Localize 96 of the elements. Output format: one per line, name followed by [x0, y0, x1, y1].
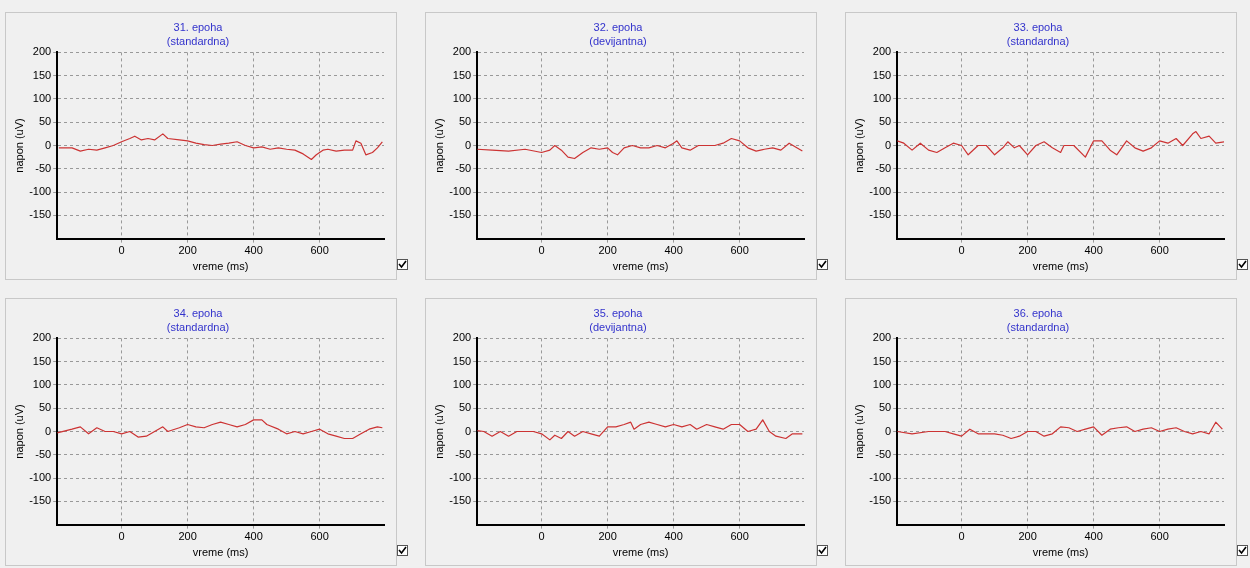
y-tick-label: 50	[458, 115, 472, 128]
y-tick-label: 100	[872, 91, 892, 104]
y-tick-label: 50	[458, 401, 472, 414]
x-tick-label: 600	[310, 530, 329, 543]
x-tick-label: 200	[178, 244, 197, 257]
y-tick-label: 150	[452, 354, 472, 367]
y-tick-label: 200	[872, 45, 892, 58]
y-tick-label: 100	[452, 377, 472, 390]
y-tick-label: -100	[869, 185, 892, 198]
y-tick-label: 50	[38, 115, 52, 128]
y-tick-label: 0	[45, 138, 52, 151]
x-tick-label: 600	[310, 244, 329, 257]
chart-subtitle: (standardna)	[1006, 320, 1070, 333]
y-tick-label: 200	[872, 331, 892, 344]
y-tick-label: -150	[29, 494, 52, 507]
chart-subtitle: (devijantna)	[589, 320, 647, 333]
y-tick-label: 100	[32, 377, 52, 390]
x-tick-label: 400	[664, 530, 683, 543]
y-tick-label: 200	[452, 331, 472, 344]
y-tick-label: 100	[32, 91, 52, 104]
y-axis-title: napon (uV)	[852, 404, 865, 459]
chart-title: 31. epoha	[173, 20, 224, 33]
chart-title: 36. epoha	[1013, 306, 1064, 319]
x-tick-label: 0	[958, 244, 965, 257]
y-tick-label: -150	[869, 494, 892, 507]
y-tick-label: -150	[869, 208, 892, 221]
y-tick-label: -100	[869, 471, 892, 484]
y-tick-label: 150	[872, 68, 892, 81]
y-tick-label: 50	[878, 115, 892, 128]
y-tick-label: 200	[32, 331, 52, 344]
y-tick-label: -50	[875, 161, 892, 174]
y-tick-label: -100	[29, 471, 52, 484]
y-tick-label: -100	[449, 185, 472, 198]
chart-title: 33. epoha	[1013, 20, 1064, 33]
y-tick-label: -50	[875, 447, 892, 460]
x-axis-title: vreme (ms)	[1032, 546, 1089, 559]
x-tick-label: 200	[1018, 244, 1037, 257]
x-axis-title: vreme (ms)	[612, 546, 669, 559]
chart-title: 32. epoha	[593, 20, 644, 33]
x-tick-label: 400	[1084, 244, 1103, 257]
x-tick-label: 200	[178, 530, 197, 543]
x-axis-title: vreme (ms)	[612, 260, 669, 273]
x-axis-title: vreme (ms)	[192, 260, 249, 273]
chart-subtitle: (standardna)	[1006, 34, 1070, 47]
y-axis-title: napon (uV)	[12, 404, 25, 459]
y-tick-label: 150	[32, 354, 52, 367]
y-axis-title: napon (uV)	[852, 118, 865, 173]
y-tick-label: -150	[449, 208, 472, 221]
x-tick-label: 600	[730, 530, 749, 543]
x-axis-title: vreme (ms)	[1032, 260, 1089, 273]
y-tick-label: 0	[885, 138, 892, 151]
x-tick-label: 200	[598, 244, 617, 257]
y-tick-label: -50	[35, 447, 52, 460]
y-tick-label: 200	[452, 45, 472, 58]
x-tick-label: 400	[664, 244, 683, 257]
y-tick-label: 0	[465, 424, 472, 437]
x-tick-label: 400	[244, 244, 263, 257]
y-tick-label: -100	[449, 471, 472, 484]
x-tick-label: 400	[1084, 530, 1103, 543]
chart-subtitle: (standardna)	[166, 320, 230, 333]
y-tick-label: 0	[465, 138, 472, 151]
y-tick-label: -150	[29, 208, 52, 221]
x-tick-label: 600	[1150, 530, 1169, 543]
x-tick-label: 0	[118, 244, 125, 257]
chart-title: 35. epoha	[593, 306, 644, 319]
y-tick-label: -150	[449, 494, 472, 507]
x-tick-label: 200	[598, 530, 617, 543]
chart-title: 34. epoha	[173, 306, 224, 319]
x-tick-label: 0	[538, 244, 545, 257]
chart-subtitle: (standardna)	[166, 34, 230, 47]
x-tick-label: 200	[1018, 530, 1037, 543]
y-tick-label: -50	[35, 161, 52, 174]
y-tick-label: -50	[455, 161, 472, 174]
x-tick-label: 0	[118, 530, 125, 543]
x-tick-label: 0	[538, 530, 545, 543]
y-tick-label: -50	[455, 447, 472, 460]
y-axis-title: napon (uV)	[432, 404, 445, 459]
y-tick-label: -100	[29, 185, 52, 198]
x-tick-label: 400	[244, 530, 263, 543]
chart-subtitle: (devijantna)	[589, 34, 647, 47]
y-tick-label: 150	[452, 68, 472, 81]
y-tick-label: 150	[32, 68, 52, 81]
y-tick-label: 50	[38, 401, 52, 414]
y-tick-label: 100	[872, 377, 892, 390]
y-tick-label: 200	[32, 45, 52, 58]
x-tick-label: 600	[1150, 244, 1169, 257]
x-axis-title: vreme (ms)	[192, 546, 249, 559]
y-axis-title: napon (uV)	[12, 118, 25, 173]
y-tick-label: 100	[452, 91, 472, 104]
x-tick-label: 0	[958, 530, 965, 543]
y-tick-label: 50	[878, 401, 892, 414]
y-tick-label: 150	[872, 354, 892, 367]
y-tick-label: 0	[45, 424, 52, 437]
y-tick-label: 0	[885, 424, 892, 437]
x-tick-label: 600	[730, 244, 749, 257]
y-axis-title: napon (uV)	[432, 118, 445, 173]
